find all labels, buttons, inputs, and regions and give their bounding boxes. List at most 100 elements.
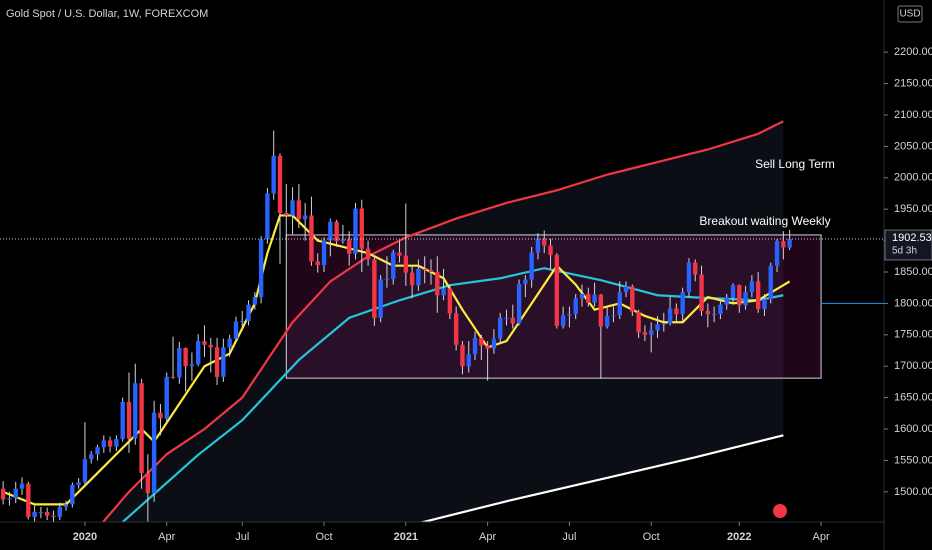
candle-body: [328, 221, 333, 241]
candle-body: [145, 473, 151, 494]
chart-title: Gold Spot / U.S. Dollar, 1W, FOREXCOM: [6, 8, 208, 20]
candle-body: [504, 317, 509, 319]
candle-body: [63, 504, 69, 507]
candle-body: [114, 439, 119, 447]
candle-body: [189, 364, 195, 367]
candle-body: [139, 383, 144, 474]
candle-body: [611, 315, 616, 317]
candle-body: [126, 402, 132, 439]
candle-body: [334, 221, 339, 242]
candle-body: [693, 262, 698, 275]
candle-body: [290, 200, 295, 216]
plot-area: [0, 120, 822, 522]
candle-body: [302, 215, 308, 220]
candle-body: [460, 344, 465, 367]
candle-body: [774, 241, 780, 266]
countdown-label: 5d 3h: [892, 246, 917, 257]
candle-body: [13, 488, 18, 499]
event-icon[interactable]: [773, 504, 787, 518]
currency[interactable]: USD: [899, 9, 920, 20]
candle-body: [208, 344, 213, 348]
candle-body: [151, 412, 157, 494]
candle-body: [359, 208, 364, 249]
candle-body: [497, 317, 503, 339]
candle-body: [240, 320, 245, 322]
candle-body: [542, 238, 547, 246]
candle-body: [158, 412, 163, 419]
candle-body: [705, 310, 711, 315]
candle-body: [284, 212, 289, 216]
candle-body: [32, 511, 37, 517]
candle-body: [0, 488, 6, 500]
candle-body: [372, 259, 377, 318]
x-tick-label: Oct: [643, 531, 660, 543]
candle-body: [567, 314, 572, 316]
x-tick-label: Apr: [158, 531, 175, 543]
y-tick-label: 1700.00: [894, 360, 932, 372]
candle-body: [667, 308, 673, 324]
candle-body: [491, 338, 497, 349]
candle-body: [416, 268, 421, 286]
candle-body: [252, 297, 258, 305]
candle-body: [579, 293, 585, 299]
candle-body: [57, 506, 62, 517]
moving-average: [418, 434, 784, 522]
candle-body: [76, 482, 81, 485]
candle-body: [630, 286, 635, 312]
candle-body: [781, 241, 786, 248]
candle-body: [623, 286, 629, 293]
candle-body: [548, 245, 553, 256]
last-price-label: 1902.53: [892, 232, 932, 244]
candle-body: [397, 252, 402, 256]
candle-body: [95, 447, 100, 455]
candle-body: [428, 270, 434, 272]
candle-body: [233, 321, 239, 339]
candle-body: [177, 348, 182, 378]
x-tick-label: Oct: [315, 531, 332, 543]
candle-body: [535, 238, 541, 253]
candle-body: [435, 271, 440, 296]
y-tick-label: 1500.00: [894, 486, 932, 498]
x-tick-label: Jul: [562, 531, 576, 543]
y-tick-label: 2050.00: [894, 140, 932, 152]
candle-body: [510, 317, 515, 324]
candle-body: [636, 311, 641, 333]
candle-body: [529, 252, 534, 280]
x-tick-label: 2020: [73, 531, 97, 543]
currency-box[interactable]: [897, 5, 923, 23]
candle-body: [107, 440, 113, 447]
candle-body: [19, 483, 25, 489]
x-tick-label: Apr: [813, 531, 830, 543]
candle-body: [82, 459, 88, 483]
candle-body: [101, 440, 107, 448]
candle-body: [44, 511, 50, 516]
candle-body: [743, 292, 748, 306]
candle-body: [649, 330, 654, 335]
candle-body: [617, 292, 622, 316]
y-tick-label: 2000.00: [894, 172, 932, 184]
candle-body: [453, 313, 459, 345]
candle-body: [768, 265, 773, 300]
candle-body: [26, 483, 31, 517]
candle-body: [699, 274, 704, 311]
y-tick-label: 1850.00: [894, 266, 932, 278]
y-tick-label: 1550.00: [894, 454, 932, 466]
candle-body: [246, 304, 251, 321]
candle-body: [479, 337, 484, 346]
candle-body: [365, 248, 371, 260]
candle-body: [221, 347, 226, 377]
candle-body: [277, 155, 283, 213]
candle-body: [718, 304, 723, 315]
y-tick-label: 1650.00: [894, 392, 932, 404]
candle-body: [120, 402, 125, 440]
moving-average: [101, 120, 784, 522]
annotation: Sell Long Term: [755, 157, 835, 171]
last-price-box: [884, 229, 932, 261]
candle-body: [271, 155, 276, 194]
candle-body: [749, 281, 755, 293]
candle-body: [340, 239, 346, 242]
y-tick-label: 2150.00: [894, 77, 932, 89]
candle-body: [485, 345, 490, 349]
moving-average: [121, 267, 784, 522]
y-tick-label: 1800.00: [894, 297, 932, 309]
